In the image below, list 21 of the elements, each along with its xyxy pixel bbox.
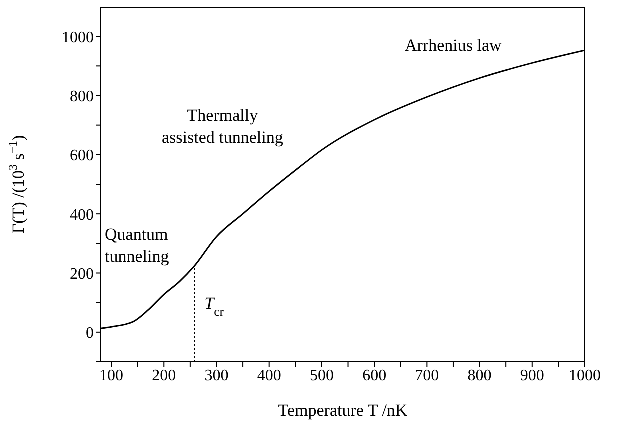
- x-tick-label: 800: [468, 367, 492, 384]
- x-tick-label: 500: [310, 367, 334, 384]
- y-tick-label: 1000: [62, 29, 94, 46]
- x-tick-label: 100: [100, 367, 124, 384]
- x-tick-label: 200: [152, 367, 176, 384]
- x-tick-label: 900: [520, 367, 544, 384]
- y-tick-label: 0: [86, 325, 94, 342]
- x-tick-label: 400: [257, 367, 282, 384]
- x-tick-label: 600: [362, 367, 387, 384]
- x-tick-label: 1000: [569, 367, 601, 384]
- y-tick-label: 600: [70, 148, 94, 165]
- x-tick-label: 700: [415, 367, 440, 384]
- x-tick-label: 300: [204, 367, 229, 384]
- x-axis-title: Temperature T /nK: [278, 401, 408, 420]
- y-tick-label: 400: [70, 206, 94, 224]
- ref-line-label: T$_{cr}$: [204, 294, 225, 320]
- annotation: Quantum tunneling: [105, 224, 170, 268]
- annotation: Thermally assisted tunneling: [162, 105, 284, 149]
- annotation: Arrhenius law: [405, 35, 502, 57]
- y-tick-label: 800: [70, 88, 94, 106]
- y-tick-label: 200: [70, 266, 94, 283]
